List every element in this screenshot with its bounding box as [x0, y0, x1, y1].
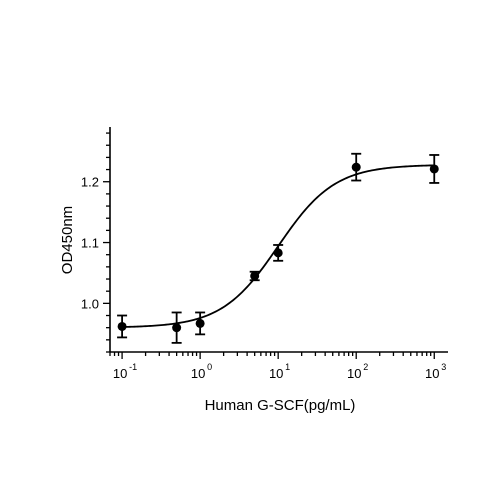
- x-tick-label: 10: [191, 366, 205, 381]
- y-tick-label: 1.0: [81, 296, 99, 311]
- x-tick-label: 10: [113, 366, 127, 381]
- x-tick-exponent: -1: [129, 362, 137, 372]
- x-tick-label: 10: [425, 366, 439, 381]
- x-tick-exponent: 0: [207, 362, 212, 372]
- x-tick-exponent: 2: [363, 362, 368, 372]
- data-point: [117, 321, 127, 331]
- x-tick-exponent: 1: [285, 362, 290, 372]
- x-tick-exponent: 3: [441, 362, 446, 372]
- plot-area: 10 -1 10 0 10 1 10 2 10 31.01.11.2: [81, 127, 448, 381]
- data-point: [195, 318, 205, 328]
- y-tick-label: 1.2: [81, 175, 99, 190]
- data-point: [351, 162, 361, 172]
- data-point: [429, 164, 439, 174]
- data-point: [172, 323, 182, 333]
- y-tick-label: 1.1: [81, 236, 99, 251]
- x-axis-title: Human G-SCF(pg/mL): [205, 397, 356, 414]
- x-tick-label: 10: [269, 366, 283, 381]
- y-axis-title: OD450nm: [59, 206, 76, 274]
- x-tick-label: 10: [347, 366, 361, 381]
- data-point: [273, 248, 283, 258]
- data-point: [250, 271, 260, 281]
